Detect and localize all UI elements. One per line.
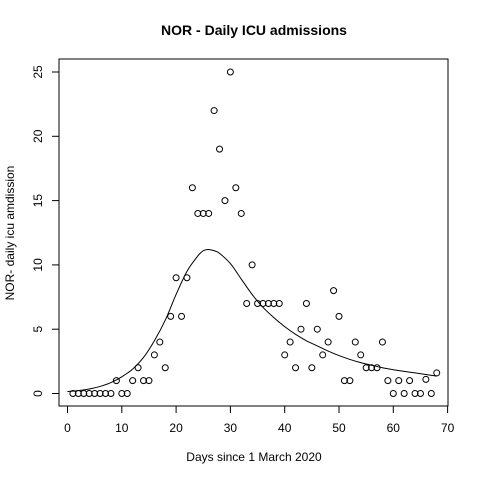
- data-point: [335, 312, 343, 320]
- data-point: [221, 197, 229, 205]
- x-tick-label: 30: [224, 421, 238, 435]
- data-point: [107, 390, 115, 397]
- y-tick-label: 5: [31, 326, 45, 333]
- x-axis-label: Days since 1 March 2020: [186, 450, 322, 464]
- data-point: [313, 325, 321, 333]
- data-point: [395, 377, 403, 385]
- data-point: [416, 390, 424, 397]
- data-point: [123, 390, 131, 397]
- data-points: [69, 68, 441, 397]
- data-point: [178, 312, 186, 320]
- data-point: [406, 377, 414, 385]
- data-point: [248, 261, 256, 269]
- data-point: [362, 364, 370, 372]
- data-point: [340, 377, 348, 385]
- data-point: [286, 338, 294, 346]
- data-point: [373, 364, 381, 372]
- data-point: [243, 299, 251, 307]
- data-point: [281, 351, 289, 359]
- data-point: [357, 351, 365, 359]
- data-point: [194, 209, 202, 217]
- data-point: [378, 338, 386, 346]
- data-point: [140, 377, 148, 385]
- data-point: [302, 299, 310, 307]
- y-tick-label: 25: [31, 65, 45, 79]
- data-point: [433, 369, 441, 377]
- fitted-curve: [67, 248, 437, 393]
- data-point: [161, 364, 169, 372]
- data-point: [199, 209, 207, 217]
- data-point: [102, 390, 110, 397]
- data-point: [324, 338, 332, 346]
- data-point: [389, 390, 397, 397]
- x-tick-label: 60: [387, 421, 401, 435]
- y-tick-label: 0: [31, 390, 45, 397]
- data-point: [145, 377, 153, 385]
- data-point: [427, 390, 435, 397]
- x-axis: 0 10 20 30 40 50 60 70: [64, 405, 455, 435]
- data-point: [85, 390, 93, 397]
- data-point: [346, 377, 354, 385]
- data-point: [112, 377, 120, 385]
- x-tick-label: 10: [115, 421, 129, 435]
- data-point: [264, 299, 272, 307]
- data-point: [80, 390, 88, 397]
- data-point: [275, 299, 283, 307]
- y-tick-label: 10: [31, 258, 45, 272]
- data-point: [270, 299, 278, 307]
- data-point: [226, 68, 234, 76]
- data-point: [172, 274, 180, 282]
- data-point: [237, 209, 245, 217]
- data-point: [210, 107, 218, 115]
- data-point: [330, 287, 338, 295]
- data-point: [319, 351, 327, 359]
- data-point: [156, 338, 164, 346]
- x-tick-label: 40: [278, 421, 292, 435]
- y-tick-label: 15: [31, 194, 45, 208]
- x-tick-label: 20: [169, 421, 183, 435]
- data-point: [183, 274, 191, 282]
- data-point: [91, 390, 99, 397]
- y-tick-label: 20: [31, 129, 45, 143]
- data-point: [368, 364, 376, 372]
- plot-frame: [58, 58, 449, 407]
- data-point: [232, 184, 240, 192]
- data-point: [297, 325, 305, 333]
- data-point: [411, 390, 419, 397]
- data-point: [69, 390, 77, 397]
- data-point: [188, 184, 196, 192]
- data-point: [150, 351, 158, 359]
- data-point: [254, 299, 262, 307]
- data-point: [384, 377, 392, 385]
- data-point: [422, 375, 430, 383]
- data-point: [134, 364, 142, 372]
- data-point: [216, 145, 224, 153]
- y-axis-label: NOR- daily icu amdission: [3, 166, 17, 301]
- y-axis: 0 5 10 15 20 25: [31, 65, 60, 397]
- x-tick-label: 0: [64, 421, 71, 435]
- x-tick-label: 50: [332, 421, 346, 435]
- data-point: [129, 377, 137, 385]
- data-point: [308, 364, 316, 372]
- x-tick-label: 70: [441, 421, 455, 435]
- data-point: [400, 390, 408, 397]
- data-point: [118, 390, 126, 397]
- data-point: [205, 209, 213, 217]
- data-point: [96, 390, 104, 397]
- data-point: [259, 299, 267, 307]
- data-point: [74, 390, 82, 397]
- data-point: [167, 312, 175, 320]
- data-point: [292, 364, 300, 372]
- data-point: [351, 338, 359, 346]
- chart-title: NOR - Daily ICU admissions: [161, 22, 347, 38]
